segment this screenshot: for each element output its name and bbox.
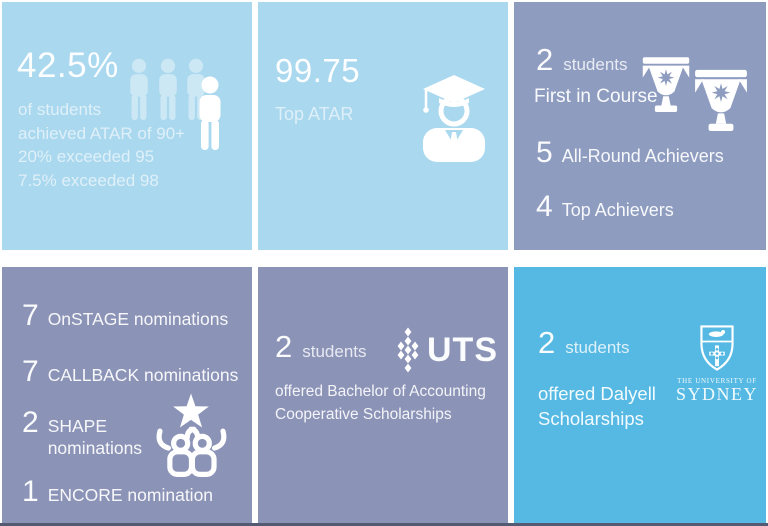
- sydney-number: 2: [538, 325, 556, 360]
- uts-count-row: 2 students: [275, 329, 367, 365]
- tile-top-atar: 99.75 Top ATAR: [258, 2, 508, 250]
- celebration-star-icon: [156, 393, 227, 477]
- sydney-count-row: 2 students: [538, 325, 630, 361]
- uts-number: 2: [275, 329, 293, 364]
- uts-unit: students: [302, 342, 367, 361]
- trophy-icons: [640, 54, 764, 142]
- top-atar-label: Top ATAR: [275, 104, 354, 124]
- sydney-description: offered Dalyell Scholarships: [538, 383, 656, 429]
- tile-achievers: 2 students First in Course 5: [514, 2, 766, 250]
- shape-number: 2: [22, 406, 39, 439]
- nomination-row: 2 SHAPE nominations: [22, 406, 142, 459]
- person-silhouette-icon: [199, 76, 221, 150]
- all-round-number: 5: [536, 136, 553, 169]
- onstage-number: 7: [22, 299, 39, 332]
- trophy-icon: [642, 57, 690, 112]
- graduate-icon: [423, 75, 485, 162]
- onstage-label: OnSTAGE nominations: [47, 309, 229, 329]
- uts-logo: UTS: [396, 327, 498, 373]
- all-round-achievers-row: 5 All-Round Achievers: [536, 136, 724, 170]
- uts-logo-text: UTS: [427, 330, 498, 369]
- usyd-logo-line1: THE UNIVERSITY OF: [677, 377, 757, 385]
- person-silhouette-icon: [130, 58, 148, 120]
- tile-uts-scholarships: 2 students UTS offered Bachelor of Accou…: [258, 267, 508, 523]
- top-achievers-label: Top Achievers: [561, 200, 674, 220]
- shape-label: SHAPE nominations: [47, 416, 143, 458]
- top-achievers-row: 4 Top Achievers: [536, 190, 674, 224]
- nomination-row: 7 CALLBACK nominations: [22, 355, 238, 389]
- tile-nominations: 7 OnSTAGE nominations 7 CALLBACK nominat…: [2, 267, 252, 523]
- first-in-course-number: 2: [536, 42, 554, 77]
- top-atar-headline: 99.75: [275, 52, 361, 89]
- first-in-course-count: 2 students: [536, 42, 628, 78]
- trophy-icon: [695, 69, 747, 131]
- university-of-sydney-logo: THE UNIVERSITY OF SYDNEY: [674, 323, 760, 403]
- encore-number: 1: [22, 475, 39, 508]
- tile-atar-distribution: 42.5% of students achieved ATAR of 90+ 2…: [2, 2, 252, 250]
- all-round-label: All-Round Achievers: [561, 146, 724, 166]
- callback-number: 7: [22, 355, 39, 388]
- person-silhouette-icon: [159, 58, 177, 120]
- encore-label: ENCORE nomination: [47, 485, 214, 505]
- atar-detail-lines: of students achieved ATAR of 90+ 20% exc…: [18, 100, 186, 190]
- callback-label: CALLBACK nominations: [47, 365, 239, 385]
- uts-description: offered Bachelor of Accounting Cooperati…: [275, 383, 486, 423]
- top-achievers-number: 4: [536, 190, 553, 223]
- first-in-course-label: First in Course: [534, 86, 658, 107]
- sydney-unit: students: [565, 338, 630, 357]
- tile-sydney-scholarships: 2 students offered Dalyell Scholarships: [514, 267, 766, 523]
- bottom-edge: [0, 523, 768, 526]
- people-icon: [124, 54, 242, 156]
- atar-percent-headline: 42.5%: [17, 46, 119, 85]
- usyd-shield-icon: [700, 325, 734, 371]
- nomination-row: 1 ENCORE nomination: [22, 475, 213, 509]
- uts-mark-icon: [397, 327, 419, 373]
- usyd-logo-line2: SYDNEY: [675, 384, 758, 404]
- nomination-row: 7 OnSTAGE nominations: [22, 299, 228, 333]
- first-in-course-unit: students: [563, 55, 628, 74]
